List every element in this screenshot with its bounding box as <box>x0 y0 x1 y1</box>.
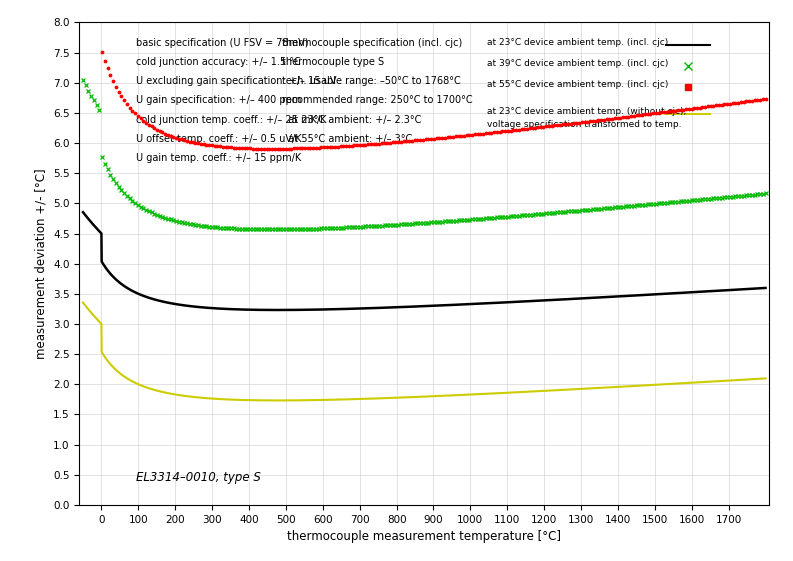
Text: cold junction temp. coeff.: +/– 25 mK/K: cold junction temp. coeff.: +/– 25 mK/K <box>136 114 327 125</box>
Text: voltage specification transformed to temp.: voltage specification transformed to tem… <box>487 120 681 129</box>
X-axis label: thermocouple measurement temperature [°C]: thermocouple measurement temperature [°C… <box>287 530 561 543</box>
Text: at 39°C device ambient temp. (incl. cjc): at 39°C device ambient temp. (incl. cjc) <box>487 59 668 68</box>
Text: U offset temp. coeff.: +/– 0.5 uV/K: U offset temp. coeff.: +/– 0.5 uV/K <box>136 134 302 144</box>
Text: at 55°C ambient: +/– 3°C: at 55°C ambient: +/– 3°C <box>282 134 412 144</box>
Text: recommended range: 250°C to 1700°C: recommended range: 250°C to 1700°C <box>282 95 473 105</box>
Text: cold junction accuracy: +/– 1.5 °C: cold junction accuracy: +/– 1.5 °C <box>136 57 301 67</box>
Y-axis label: measurement deviation +/- [°C]: measurement deviation +/- [°C] <box>34 168 48 359</box>
Text: thermocouple type S: thermocouple type S <box>282 57 385 67</box>
Text: at 23°C ambient: +/– 2.3°C: at 23°C ambient: +/– 2.3°C <box>282 114 422 125</box>
Text: EL3314–0010, type S: EL3314–0010, type S <box>136 471 262 484</box>
Text: U gain temp. coeff.: +/– 15 ppm/K: U gain temp. coeff.: +/– 15 ppm/K <box>136 153 301 163</box>
Text: tech. usable range: –50°C to 1768°C: tech. usable range: –50°C to 1768°C <box>282 76 461 86</box>
Text: at 23°C device ambient temp. (incl. cjc): at 23°C device ambient temp. (incl. cjc) <box>487 38 668 47</box>
Text: at 55°C device ambient temp. (incl. cjc): at 55°C device ambient temp. (incl. cjc) <box>487 80 668 89</box>
Text: thermocouple specification (incl. cjc): thermocouple specification (incl. cjc) <box>282 38 462 48</box>
Text: at 23°C device ambient temp. (without cjc),: at 23°C device ambient temp. (without cj… <box>487 107 687 116</box>
Text: basic specification (U FSV = 78mV): basic specification (U FSV = 78mV) <box>136 38 309 48</box>
Text: U gain specification: +/– 400 ppm: U gain specification: +/– 400 ppm <box>136 95 302 105</box>
Text: U excluding gain specification: +/– 15 uV: U excluding gain specification: +/– 15 u… <box>136 76 337 86</box>
